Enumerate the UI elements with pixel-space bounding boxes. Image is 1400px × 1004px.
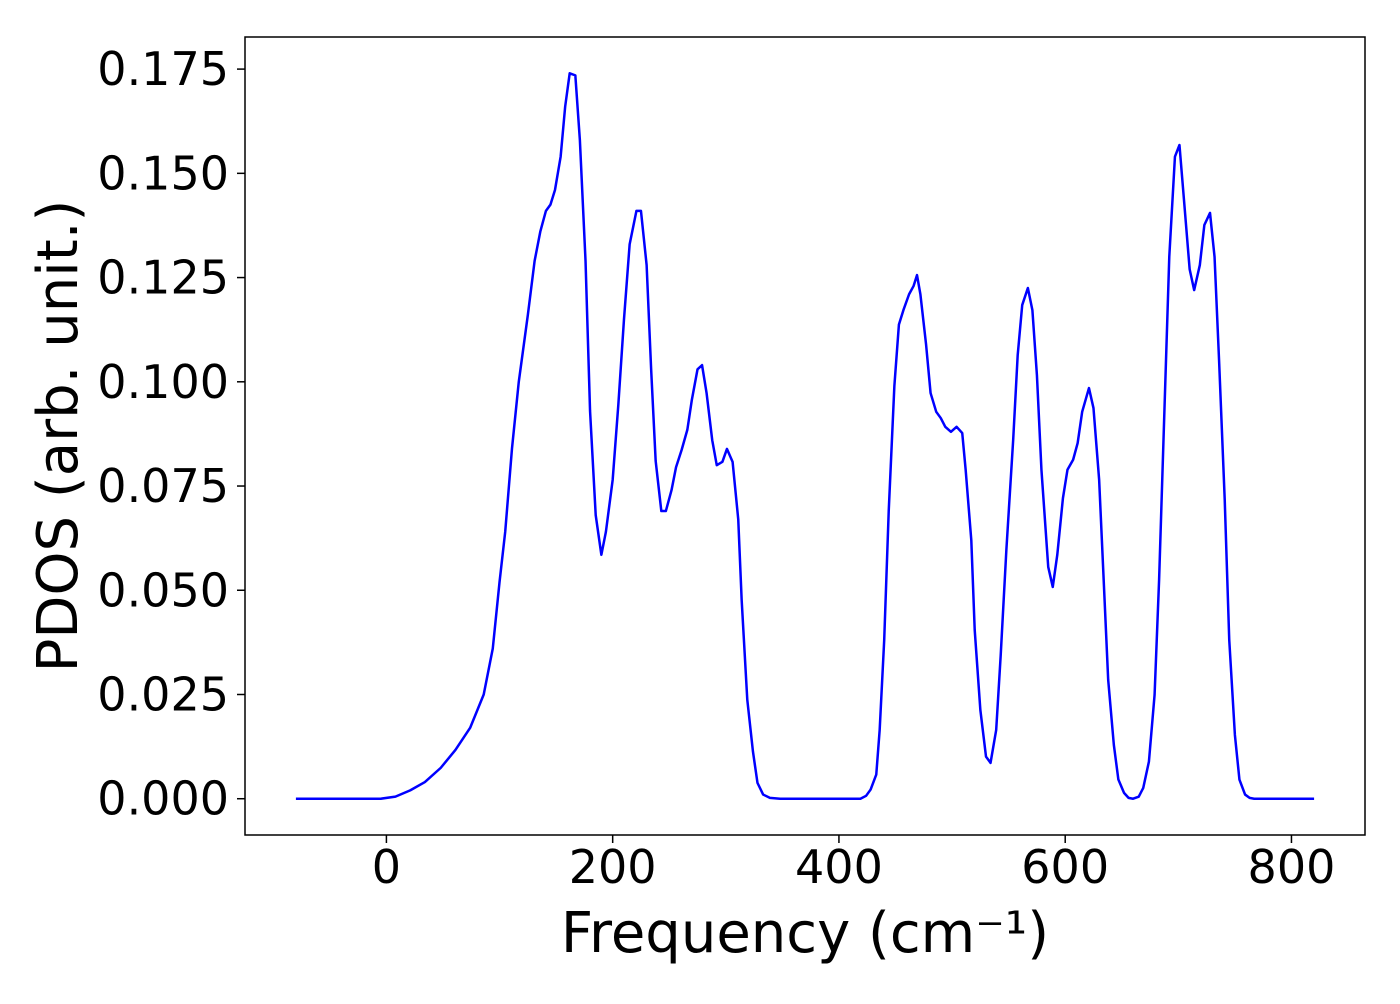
y-tick-label: 0.050 [97,563,229,617]
x-tick-label: 400 [795,840,883,894]
y-tick-label: 0.000 [97,772,229,826]
y-tick-label: 0.025 [97,667,229,721]
y-tick-label: 0.075 [97,459,229,513]
x-tick-label: 200 [569,840,657,894]
x-axis-label: Frequency (cm⁻¹) [561,901,1049,966]
plot-frame [244,36,1366,836]
y-tick-label: 0.150 [97,146,229,200]
y-axis-label: PDOS (arb. unit.) [26,200,91,673]
x-tick-label: 800 [1248,840,1336,894]
y-tick-label: 0.125 [97,251,229,305]
x-tick-label: 600 [1021,840,1109,894]
data-line [295,72,1315,800]
y-tick-label: 0.175 [97,42,229,96]
x-tick-label: 0 [372,840,401,894]
y-tick-label: 0.100 [97,355,229,409]
